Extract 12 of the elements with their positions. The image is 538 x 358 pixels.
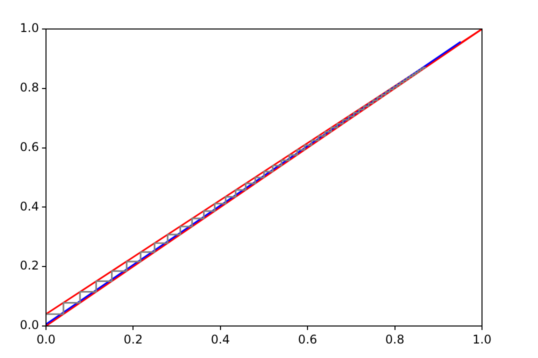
x-tick-label: 0.0 [36,332,56,346]
x-tick-label: 0.4 [210,332,230,346]
x-tick-label: 1.0 [472,332,492,346]
x-tick-label: 0.8 [385,332,404,346]
y-tick-label: 0.4 [20,199,39,214]
x-tick-label: 0.6 [298,332,318,346]
y-tick-label: 1.0 [20,21,39,36]
y-tick-label: 0.2 [20,258,39,273]
y-tick-label: 0.6 [20,140,39,154]
x-tick-label: 0.2 [124,332,143,346]
y-tick-label: 0.0 [20,318,39,332]
y-tick-label: 0.8 [20,80,39,95]
